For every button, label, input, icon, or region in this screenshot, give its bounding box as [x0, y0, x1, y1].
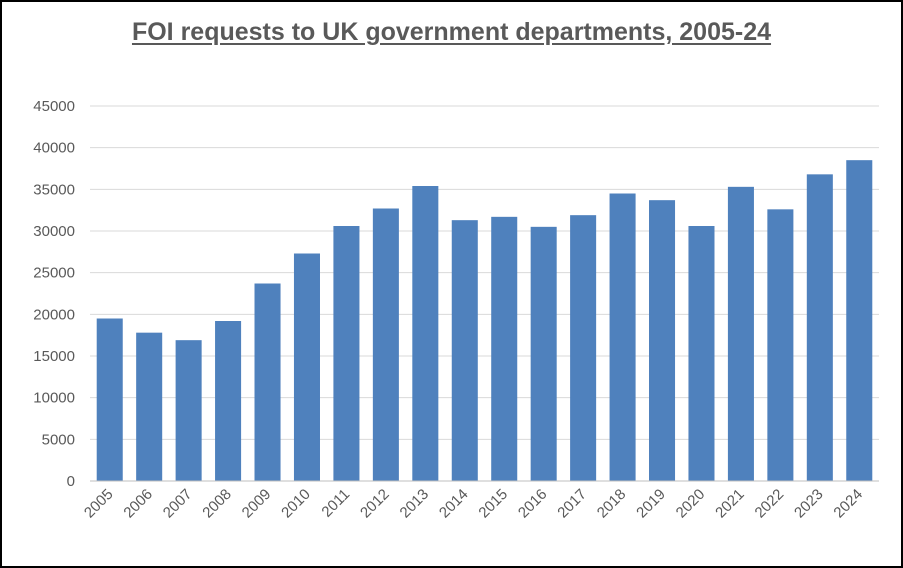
x-tick-label: 2008 — [199, 486, 235, 522]
bar-2017 — [570, 215, 597, 481]
x-tick-label: 2012 — [357, 486, 393, 522]
x-tick-label: 2023 — [791, 486, 827, 522]
y-tick-label: 0 — [67, 473, 75, 490]
y-tick-label: 25000 — [33, 265, 75, 282]
y-tick-label: 10000 — [33, 390, 75, 407]
bar-2014 — [451, 220, 478, 481]
x-tick-label: 2013 — [397, 486, 433, 522]
x-tick-label: 2021 — [712, 486, 748, 522]
y-tick-label: 40000 — [33, 140, 75, 157]
x-tick-label: 2017 — [554, 486, 590, 522]
bar-2015 — [491, 216, 518, 482]
y-tick-label: 45000 — [33, 98, 75, 115]
bar-2022 — [767, 209, 794, 482]
bar-2024 — [846, 160, 873, 481]
x-tick-label: 2019 — [633, 486, 669, 522]
bar-2021 — [727, 186, 754, 482]
bars — [96, 160, 873, 482]
x-tick-label: 2009 — [239, 486, 275, 522]
x-tick-label: 2022 — [752, 486, 788, 522]
y-tick-label: 30000 — [33, 223, 75, 240]
bar-2006 — [136, 332, 163, 481]
x-tick-label: 2010 — [278, 486, 314, 522]
bar-2013 — [412, 186, 439, 481]
bar-2019 — [649, 200, 676, 481]
y-axis-tick-labels: 0 5000 10000 15000 20000 25000 30000 35000 40000… — [33, 98, 75, 490]
y-tick-label: 20000 — [33, 306, 75, 323]
x-tick-label: 2006 — [120, 486, 156, 522]
y-tick-label: 5000 — [42, 431, 75, 448]
x-tick-label: 2011 — [318, 486, 353, 521]
y-tick-label: 15000 — [33, 348, 75, 365]
x-tick-label: 2005 — [81, 486, 117, 522]
bar-2008 — [215, 321, 242, 481]
x-tick-label: 2007 — [160, 486, 196, 522]
bar-2023 — [806, 174, 833, 482]
bar-2009 — [254, 283, 281, 481]
x-tick-label: 2018 — [594, 486, 630, 522]
bar-2005 — [96, 318, 123, 481]
bar-2020 — [688, 226, 715, 481]
bar-2011 — [333, 226, 360, 481]
gridlines — [90, 105, 879, 440]
bar-2010 — [293, 253, 320, 481]
x-tick-label: 2014 — [436, 486, 472, 522]
y-tick-label: 35000 — [33, 181, 75, 198]
chart-title: FOI requests to UK government department… — [131, 18, 772, 46]
x-tick-label: 2015 — [475, 486, 511, 522]
bar-2018 — [609, 193, 636, 481]
x-tick-label: 2016 — [515, 486, 551, 522]
x-tick-label: 2024 — [830, 486, 866, 522]
bar-2007 — [175, 340, 202, 481]
bar-2012 — [372, 208, 399, 481]
x-tick-label: 2020 — [673, 486, 709, 522]
x-axis-tick-labels: 2005 2006 2007 2008 2009 2010 2011 2012 2013 2014… — [81, 486, 866, 522]
bar-2016 — [530, 226, 557, 481]
